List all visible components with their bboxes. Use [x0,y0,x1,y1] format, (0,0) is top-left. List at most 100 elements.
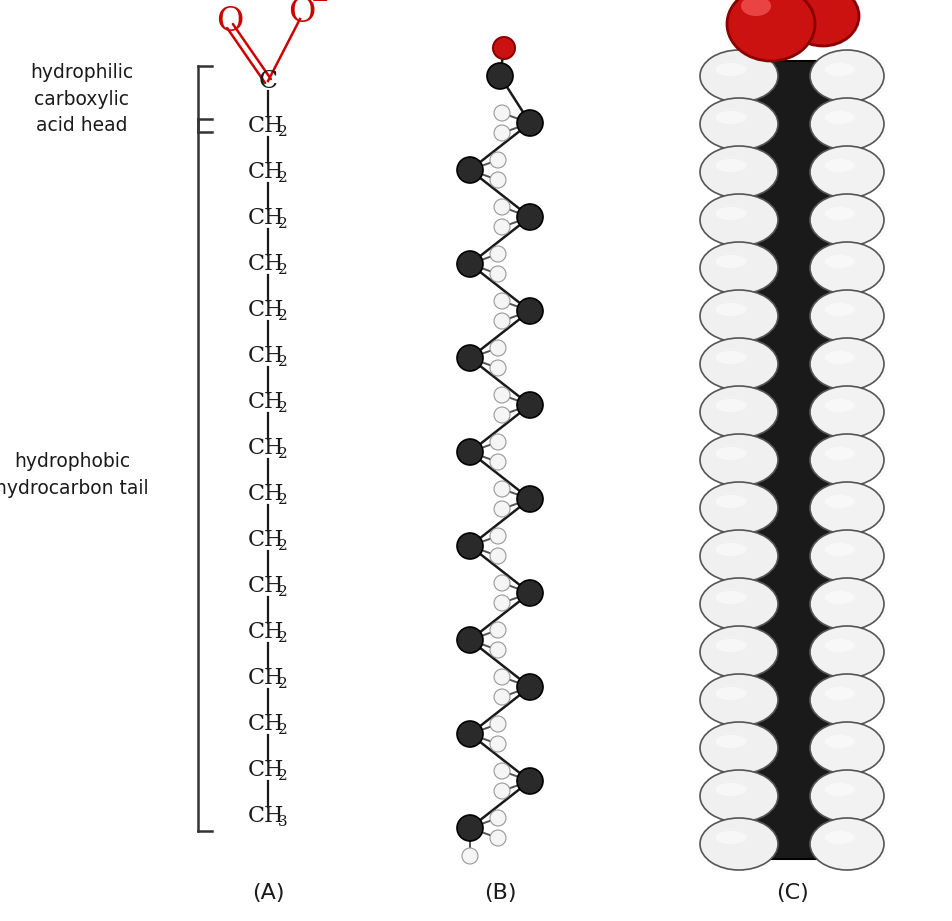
Circle shape [489,622,506,638]
Ellipse shape [809,242,883,294]
Circle shape [493,105,509,121]
Ellipse shape [809,626,883,678]
Ellipse shape [715,783,746,796]
Ellipse shape [700,722,777,774]
Text: hydrophilic
carboxylic
acid head: hydrophilic carboxylic acid head [30,63,133,135]
Ellipse shape [700,434,777,486]
Text: CH: CH [248,161,284,183]
Circle shape [516,486,543,512]
Ellipse shape [823,639,854,652]
Text: 2: 2 [278,723,288,737]
Circle shape [489,340,506,356]
Ellipse shape [823,495,854,508]
Circle shape [489,152,506,168]
Ellipse shape [809,194,883,246]
Circle shape [489,246,506,262]
Circle shape [489,716,506,732]
Text: (C): (C) [776,883,808,903]
Text: 3: 3 [278,815,288,829]
Ellipse shape [700,578,777,630]
Ellipse shape [715,159,746,172]
Circle shape [457,439,483,465]
Text: CH: CH [248,713,284,735]
Ellipse shape [700,338,777,390]
Text: 2: 2 [278,263,288,277]
Circle shape [457,815,483,841]
Text: CH: CH [248,115,284,137]
Circle shape [516,580,543,606]
Ellipse shape [700,386,777,438]
Circle shape [457,251,483,277]
Text: CH: CH [248,437,284,459]
Text: 2: 2 [278,769,288,783]
Ellipse shape [809,338,883,390]
Text: CH: CH [248,207,284,229]
Circle shape [493,595,509,611]
Text: 2: 2 [278,401,288,415]
Ellipse shape [715,687,746,700]
Text: CH: CH [248,391,284,413]
Ellipse shape [715,591,746,604]
Ellipse shape [809,530,883,582]
Ellipse shape [823,783,854,796]
Circle shape [493,689,509,705]
Ellipse shape [809,770,883,822]
Circle shape [489,548,506,564]
Ellipse shape [715,399,746,412]
Ellipse shape [700,530,777,582]
Circle shape [493,125,509,141]
Ellipse shape [700,626,777,678]
Text: CH: CH [248,483,284,505]
Ellipse shape [715,303,746,316]
Text: 2: 2 [278,447,288,461]
Ellipse shape [809,818,883,870]
Ellipse shape [700,290,777,342]
Ellipse shape [741,0,770,16]
Circle shape [516,204,543,230]
Circle shape [493,669,509,685]
Ellipse shape [715,111,746,124]
Ellipse shape [809,386,883,438]
Ellipse shape [700,98,777,150]
Text: CH: CH [248,345,284,367]
Circle shape [489,360,506,376]
Ellipse shape [809,674,883,726]
Ellipse shape [809,434,883,486]
Circle shape [457,627,483,653]
Text: O: O [216,6,244,38]
Circle shape [516,110,543,136]
Ellipse shape [715,735,746,748]
Ellipse shape [700,242,777,294]
Ellipse shape [700,770,777,822]
Ellipse shape [726,0,814,61]
Ellipse shape [715,495,746,508]
Ellipse shape [823,159,854,172]
Ellipse shape [823,351,854,364]
Text: CH: CH [248,805,284,827]
Ellipse shape [700,146,777,198]
Ellipse shape [809,50,883,102]
Circle shape [489,172,506,188]
Ellipse shape [700,818,777,870]
Circle shape [489,266,506,282]
Ellipse shape [700,194,777,246]
Text: CH: CH [248,253,284,275]
Ellipse shape [715,543,746,556]
Ellipse shape [715,207,746,220]
Circle shape [457,721,483,747]
Ellipse shape [809,578,883,630]
Circle shape [489,434,506,450]
Circle shape [457,345,483,371]
Text: 2: 2 [278,539,288,553]
Ellipse shape [823,591,854,604]
Text: 2: 2 [278,355,288,369]
Circle shape [486,63,512,89]
Ellipse shape [823,447,854,460]
Text: CH: CH [248,759,284,781]
Text: −: − [310,0,329,12]
Ellipse shape [823,63,854,76]
Ellipse shape [786,0,858,46]
Text: 2: 2 [278,677,288,691]
Circle shape [516,674,543,700]
Circle shape [516,392,543,418]
